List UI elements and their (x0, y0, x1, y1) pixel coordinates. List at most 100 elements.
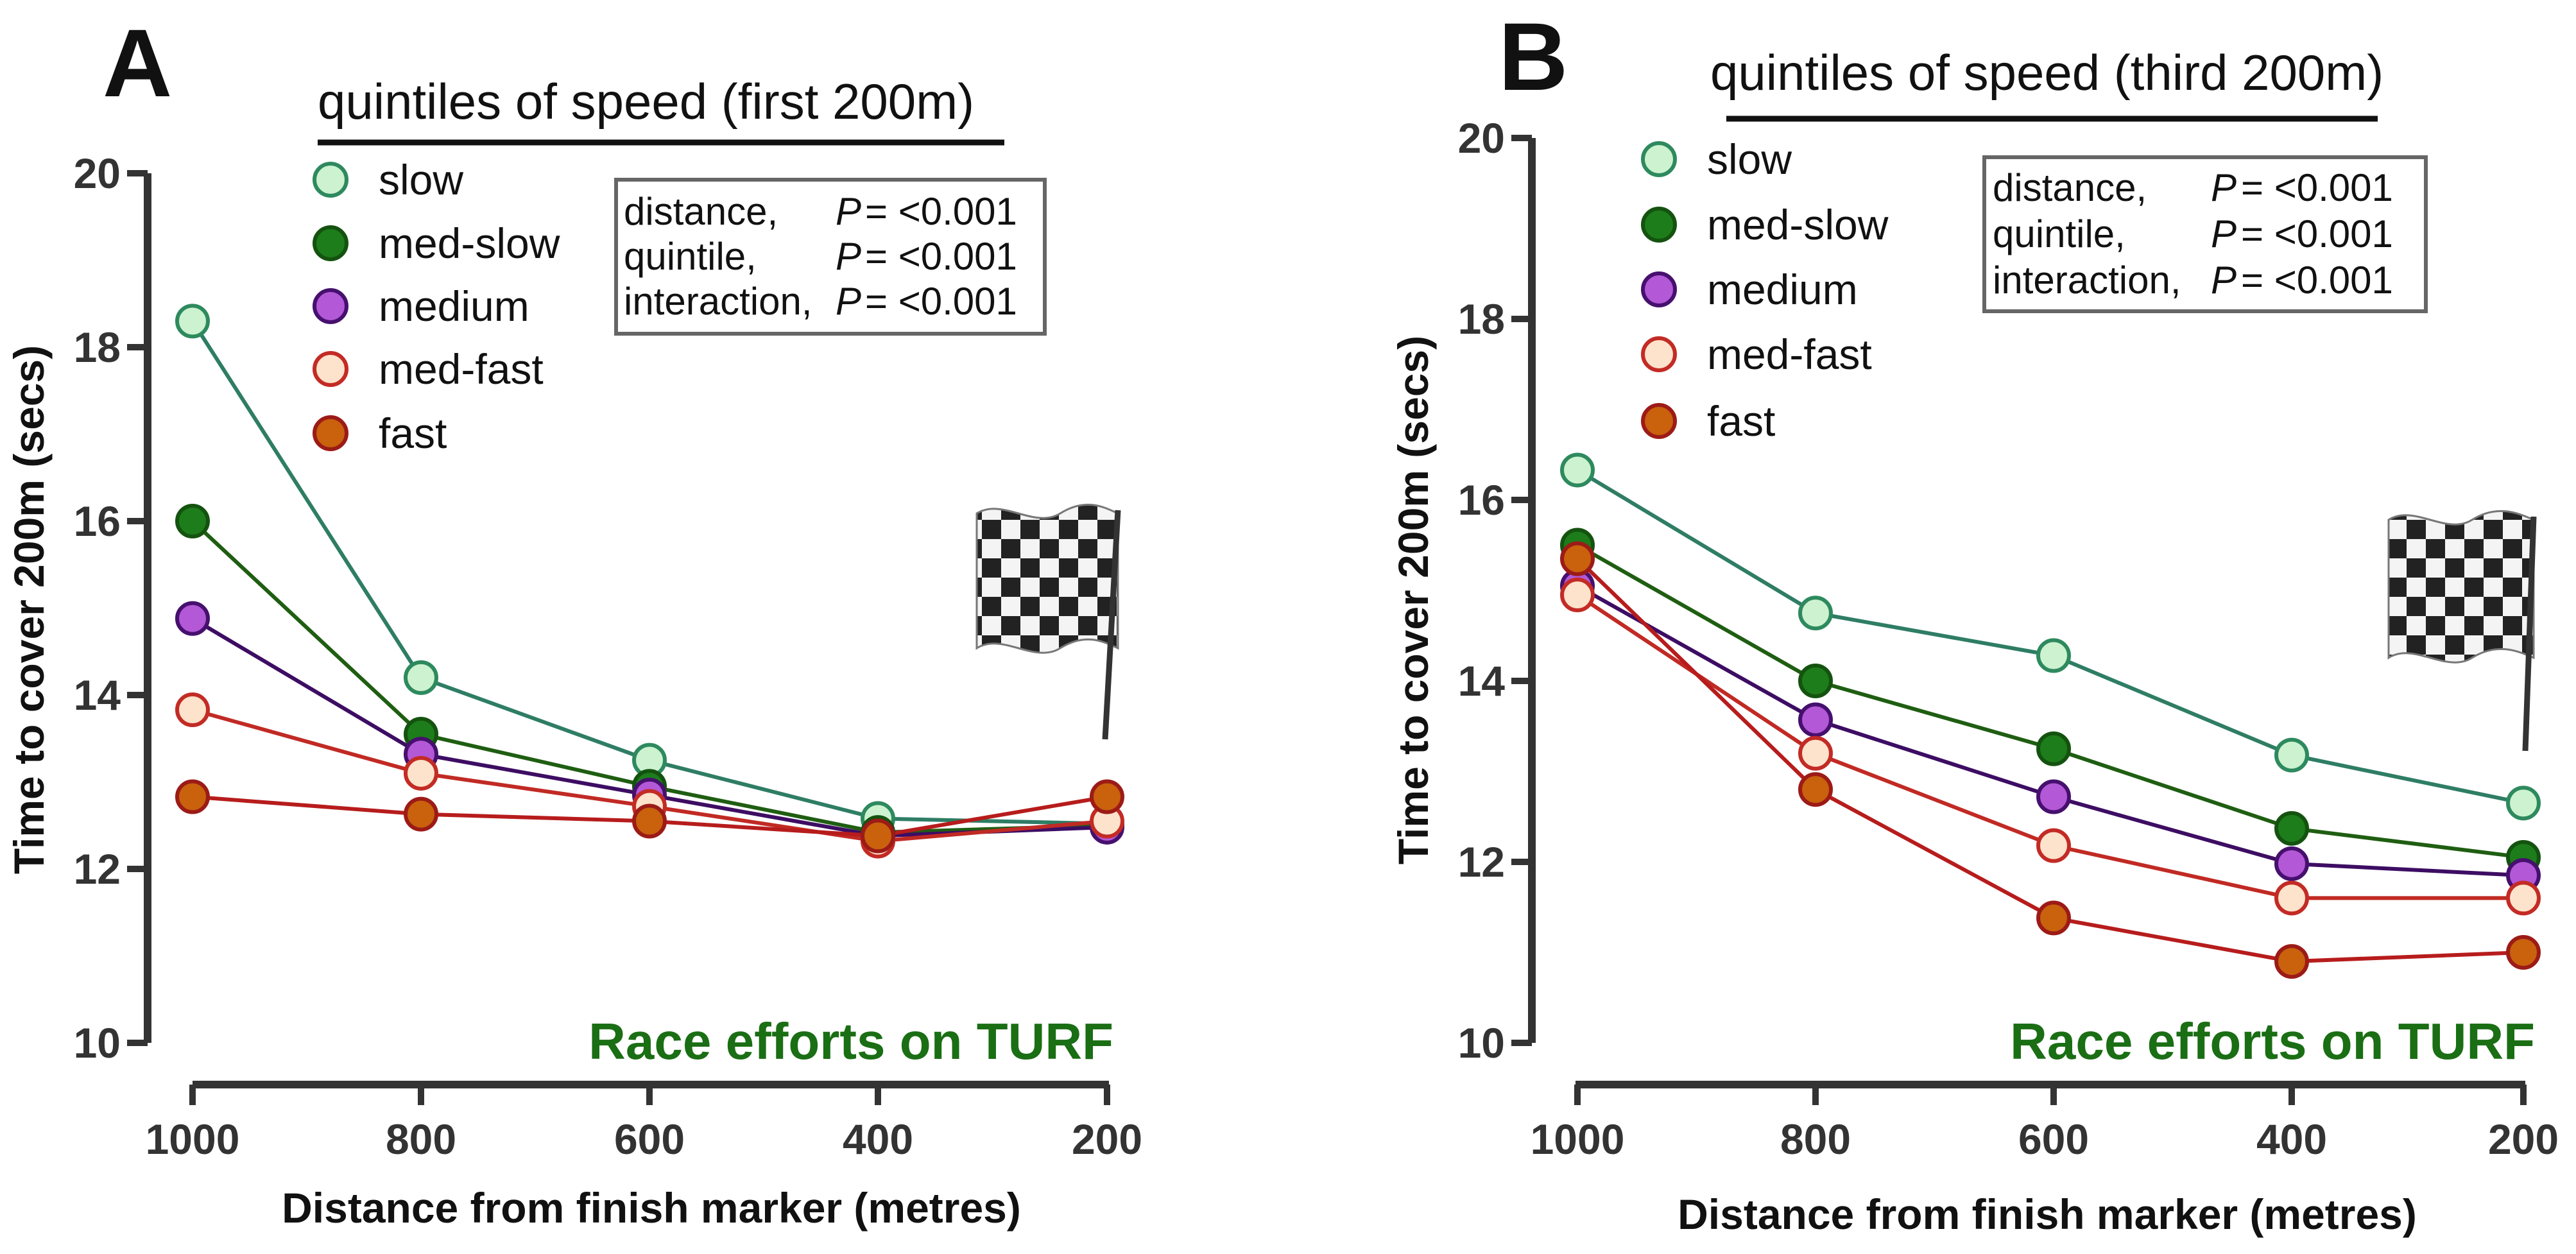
legend-label-med-fast: med-fast (1707, 331, 1872, 378)
data-point-fast (1798, 772, 1833, 807)
x-tick-label: 600 (2018, 1115, 2089, 1163)
data-point-fast (2274, 944, 2309, 979)
legend-item-med-slow: med-slow (313, 219, 560, 267)
data-point-med-fast (2274, 880, 2309, 916)
surface-annotation: Race efforts on TURF (588, 1013, 1113, 1070)
series-markers (175, 304, 1124, 859)
legend-item-medium: medium (313, 282, 529, 330)
stats-p-value: = <0.001 (865, 190, 1017, 233)
stats-term: quintile, (624, 235, 757, 278)
data-point-fast (175, 779, 210, 814)
stats-p-symbol: P (2211, 166, 2237, 209)
legend-label-medium: medium (1707, 266, 1858, 313)
stats-p-symbol: P (836, 280, 861, 323)
x-tick-label: 800 (1780, 1115, 1851, 1163)
data-point-fast (1090, 779, 1124, 814)
data-point-slow (1798, 596, 1833, 631)
y-ticks: 10 12 14 16 18 20 (1458, 114, 1532, 1067)
stats-box: distance, P = <0.001 quintile, P = <0.00… (1982, 155, 2428, 313)
stats-box: distance, P = <0.001 quintile, P = <0.00… (614, 178, 1047, 336)
stats-p-symbol: P (836, 235, 861, 278)
data-point-med-fast (175, 692, 210, 728)
x-tick-label: 800 (386, 1115, 456, 1163)
panel-letter: B (1498, 3, 1568, 110)
x-tick-label: 200 (2488, 1115, 2559, 1163)
legend-marker-fast (1641, 403, 1677, 439)
y-tick-label: 18 (1458, 295, 1505, 343)
legend-label-med-slow: med-slow (1707, 201, 1889, 248)
x-tick-label: 200 (1072, 1115, 1142, 1163)
data-point-slow (2274, 737, 2309, 773)
surface-annotation: Race efforts on TURF (2010, 1013, 2535, 1070)
data-point-medium (2274, 846, 2309, 881)
stats-p-value: = <0.001 (2241, 212, 2393, 255)
legend-label-medium: medium (379, 282, 529, 330)
stats-p-value: = <0.001 (2241, 259, 2393, 302)
legend-marker-med-slow (313, 225, 348, 261)
y-ticks: 10 12 14 16 18 20 (74, 150, 148, 1067)
legend-marker-med-fast (313, 351, 348, 387)
stats-box-border (1982, 155, 2428, 313)
legend-marker-med-fast (1641, 336, 1677, 372)
data-point-med-fast (1560, 578, 1595, 613)
data-point-medium (175, 601, 210, 636)
y-axis-label: Time to cover 200m (secs) (1389, 336, 1437, 864)
panel-letter: A (103, 9, 172, 117)
y-tick-label: 12 (74, 845, 121, 893)
legend-marker-med-slow (1641, 207, 1677, 243)
data-point-med-fast (2506, 880, 2541, 916)
stats-box-border (614, 178, 1047, 336)
legend-item-med-fast: med-fast (313, 345, 544, 393)
data-point-med-fast (1798, 735, 1833, 771)
data-point-slow (2036, 638, 2071, 673)
data-point-fast (632, 803, 667, 839)
legend-item-slow: slow (313, 156, 463, 203)
data-point-med-slow (2036, 731, 2071, 766)
legend-item-fast: fast (313, 409, 447, 457)
stats-p-symbol: P (2211, 259, 2237, 302)
stats-p-symbol: P (836, 190, 861, 233)
legend-label-fast: fast (1707, 397, 1775, 445)
legend-label-slow: slow (1707, 135, 1792, 183)
stats-term: distance, (624, 190, 778, 233)
data-point-fast (2036, 900, 2071, 936)
data-point-medium (1798, 702, 1833, 737)
stats-p-value: = <0.001 (865, 280, 1017, 323)
stats-term: interaction, (624, 280, 812, 323)
y-tick-label: 20 (1458, 114, 1505, 162)
x-ticks: 1000 800 600 400 200 (146, 1085, 1142, 1163)
chart-title: quintiles of speed (first 200m) (318, 73, 974, 130)
legend-marker-slow (313, 162, 348, 198)
y-tick-label: 10 (1458, 1019, 1505, 1067)
panel-b: B quintiles of speed (third 200m) 10 12 14… (1389, 3, 2559, 1238)
legend-label-med-fast: med-fast (379, 345, 544, 393)
data-point-fast (2506, 935, 2541, 970)
x-tick-label: 1000 (1531, 1115, 1625, 1163)
y-tick-label: 10 (74, 1019, 121, 1067)
series-lines (1576, 468, 2524, 964)
data-point-med-slow (1798, 664, 1833, 698)
series-markers (1560, 452, 2541, 979)
legend-label-slow: slow (379, 156, 463, 203)
legend-marker-slow (1641, 141, 1677, 177)
legend-item-slow: slow (1641, 135, 1792, 183)
y-tick-label: 16 (74, 497, 121, 545)
data-point-med-slow (2274, 811, 2309, 846)
data-point-fast (1560, 541, 1595, 576)
x-tick-label: 600 (614, 1115, 685, 1163)
y-tick-label: 14 (1458, 657, 1506, 705)
data-point-med-fast (404, 755, 438, 791)
x-tick-label: 1000 (146, 1115, 240, 1163)
y-tick-label: 14 (74, 671, 121, 719)
data-point-med-fast (2036, 828, 2071, 863)
y-tick-label: 12 (1458, 838, 1505, 886)
legend-marker-fast (313, 415, 348, 451)
x-tick-label: 400 (843, 1115, 913, 1163)
stats-term: interaction, (1993, 259, 2181, 302)
legend-item-med-slow: med-slow (1641, 201, 1889, 248)
stats-p-value: = <0.001 (2241, 166, 2393, 209)
data-point-medium (2036, 779, 2071, 814)
data-point-fast (861, 818, 895, 854)
y-tick-label: 20 (74, 150, 121, 197)
